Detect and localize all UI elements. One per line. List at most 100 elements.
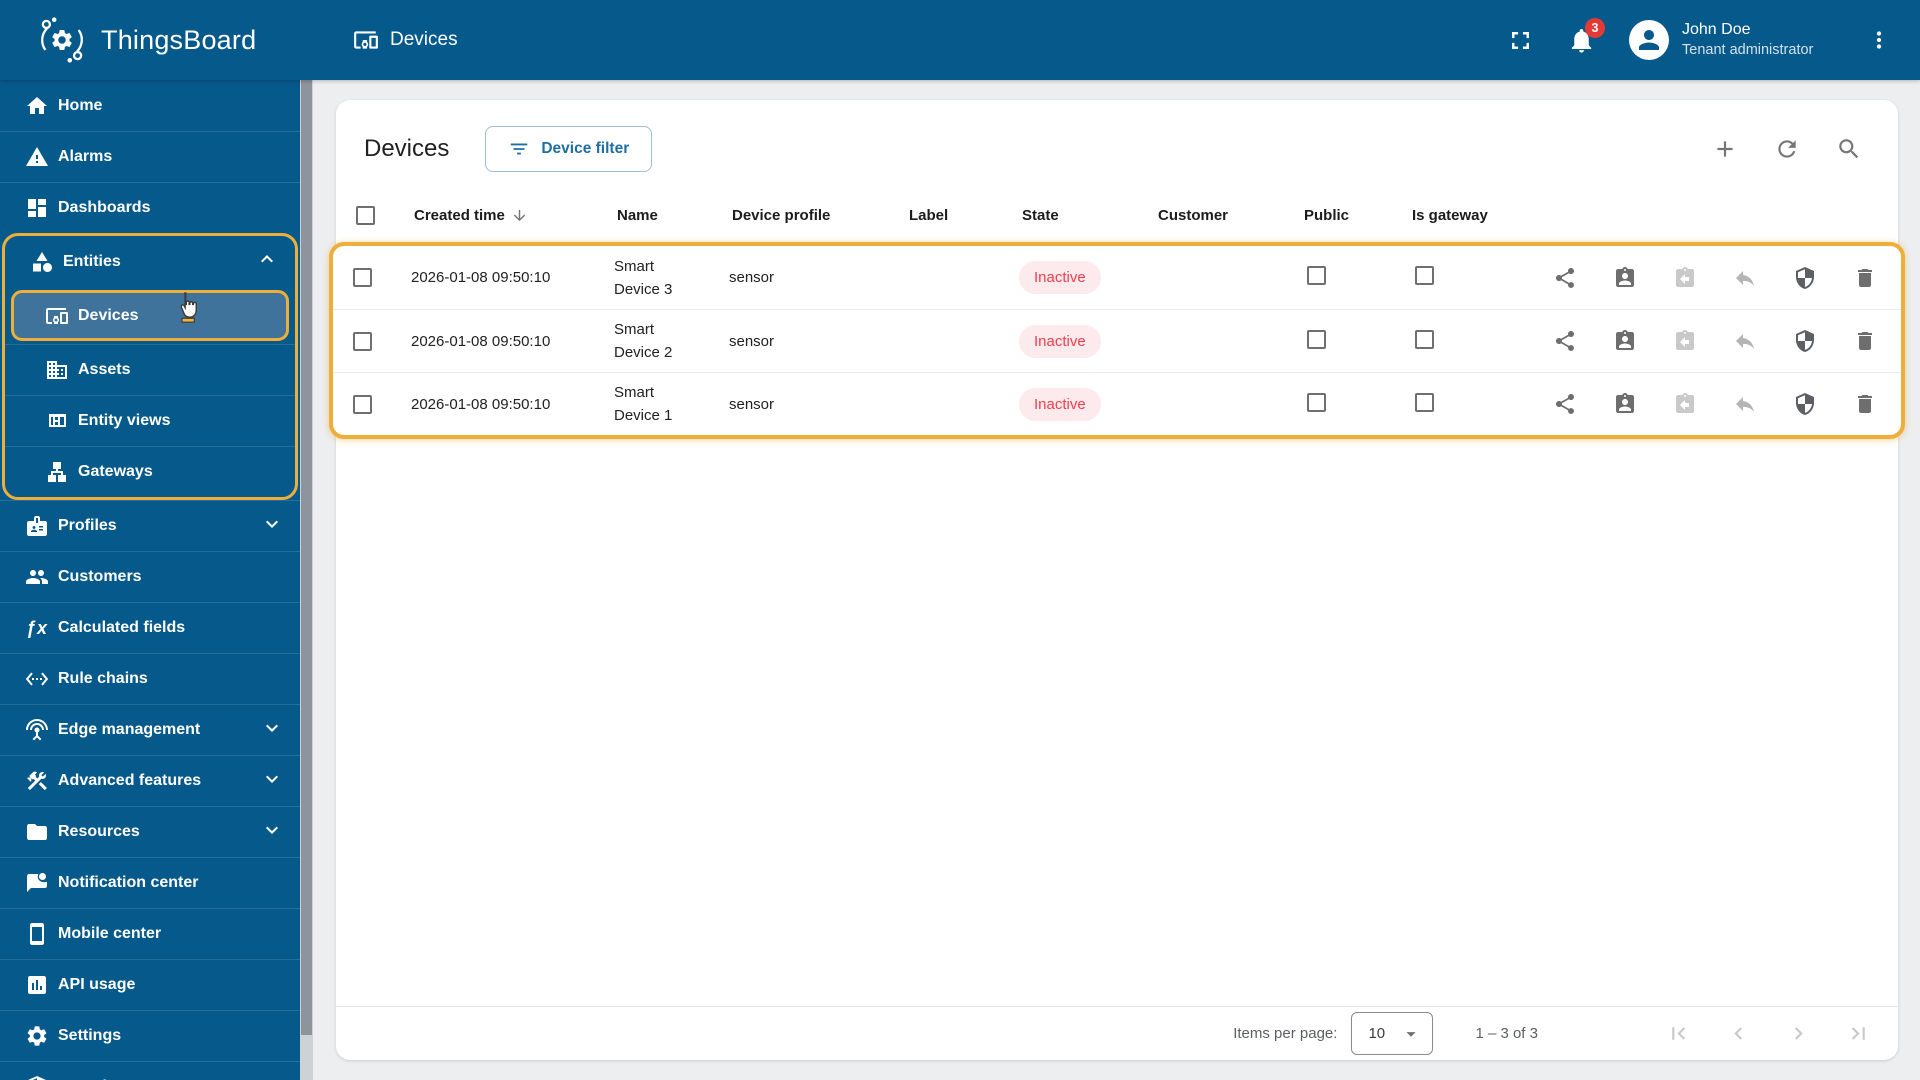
assign-customer-button[interactable] (1613, 329, 1637, 353)
column-header-created-time[interactable]: Created time (414, 207, 617, 224)
chevron-down-icon[interactable] (260, 818, 284, 847)
more-menu-button[interactable] (1866, 27, 1892, 53)
table-row[interactable]: 2026-01-08 09:50:10 Smart Device 1 senso… (333, 372, 1901, 435)
items-per-page-select[interactable]: 10 (1351, 1012, 1434, 1055)
chevron-down-icon[interactable] (260, 767, 284, 796)
avatar[interactable] (1629, 20, 1669, 60)
column-header-device-profile[interactable]: Device profile (732, 206, 831, 224)
column-header-name[interactable]: Name (617, 206, 658, 224)
security-button[interactable] (1793, 392, 1817, 416)
app-logo[interactable]: ThingsBoard (0, 14, 312, 66)
is-gateway-checkbox[interactable] (1415, 392, 1434, 412)
public-checkbox[interactable] (1307, 266, 1326, 285)
security-button[interactable] (1793, 329, 1817, 353)
sidebar-item-mobile-center[interactable]: Mobile center (0, 908, 300, 959)
assignment-return-button[interactable] (1673, 392, 1697, 416)
column-header-is-gateway[interactable]: Is gateway (1412, 206, 1488, 224)
assignment-return-button[interactable] (1673, 266, 1697, 290)
unassign-button[interactable] (1733, 266, 1757, 290)
is-gateway-checkbox[interactable] (1415, 329, 1434, 349)
sidebar-item-entity-views[interactable]: Entity views (5, 395, 295, 446)
refresh-button[interactable] (1774, 136, 1800, 162)
previous-page-button[interactable] (1726, 1021, 1751, 1046)
chevron-down-icon[interactable] (260, 1073, 284, 1080)
chevron-down-icon[interactable] (260, 512, 284, 541)
entities-group-highlight: Entities Devices Assets Entity views Gat… (2, 233, 298, 500)
first-page-button[interactable] (1666, 1021, 1691, 1046)
sidebar-item-home[interactable]: Home (0, 80, 300, 131)
table-row[interactable]: 2026-01-08 09:50:10 Smart Device 2 senso… (333, 309, 1901, 372)
row-checkbox[interactable] (353, 268, 372, 287)
sidebar-item-api-usage[interactable]: API usage (0, 959, 300, 1010)
sidebar-item-dashboards[interactable]: Dashboards (0, 182, 300, 233)
home-icon (25, 94, 49, 118)
rows-highlight-outline: 2026-01-08 09:50:10 Smart Device 3 senso… (329, 242, 1905, 439)
is-gateway-checkbox[interactable] (1415, 266, 1434, 285)
reply-icon (1736, 334, 1754, 349)
sidebar-item-customers[interactable]: Customers (0, 551, 300, 602)
select-all-checkbox[interactable] (356, 205, 375, 225)
column-header-state[interactable]: State (1022, 206, 1059, 224)
cell-name: Smart Device 2 (614, 321, 673, 361)
device-filter-button[interactable]: Device filter (485, 126, 653, 172)
sidebar-scrollbar-thumb[interactable] (301, 80, 312, 1035)
sidebar-scrollbar[interactable] (300, 80, 313, 1080)
sidebar-item-calculated-fields[interactable]: ƒx Calculated fields (0, 602, 300, 653)
sidebar-item-settings[interactable]: Settings (0, 1010, 300, 1061)
row-checkbox[interactable] (353, 331, 372, 351)
delete-button[interactable] (1853, 392, 1877, 416)
gear-icon (25, 1024, 49, 1048)
sidebar-item-devices[interactable]: Devices (14, 293, 286, 338)
sidebar-item-entities[interactable]: Entities (5, 236, 295, 287)
breadcrumb[interactable]: Devices (353, 27, 458, 53)
column-header-public[interactable]: Public (1304, 206, 1350, 224)
notifications-button[interactable]: 3 (1567, 17, 1605, 55)
sidebar-item-profiles[interactable]: Profiles (0, 500, 300, 551)
chevron-down-icon[interactable] (260, 716, 284, 745)
search-button[interactable] (1836, 136, 1862, 162)
unassign-button[interactable] (1733, 392, 1757, 416)
next-page-button[interactable] (1786, 1021, 1811, 1046)
fullscreen-button[interactable] (1506, 26, 1535, 55)
column-header-label[interactable]: Label (909, 206, 949, 224)
add-device-button[interactable] (1712, 136, 1738, 162)
public-checkbox[interactable] (1307, 392, 1326, 412)
column-header-customer[interactable]: Customer (1158, 206, 1229, 224)
security-button[interactable] (1793, 266, 1817, 290)
assignment-return-icon (1676, 393, 1694, 413)
table-row[interactable]: 2026-01-08 09:50:10 Smart Device 3 senso… (333, 246, 1901, 309)
sidebar-item-alarms[interactable]: Alarms (0, 131, 300, 182)
last-page-button[interactable] (1846, 1021, 1871, 1046)
dashboard-icon (25, 196, 49, 220)
sidebar-item-resources[interactable]: Resources (0, 806, 300, 857)
sidebar-item-label: Profiles (58, 517, 117, 534)
sidebar-item-assets[interactable]: Assets (5, 344, 295, 395)
chevron-up-icon[interactable] (255, 247, 279, 276)
sidebar-item-security[interactable]: Security (0, 1061, 300, 1080)
chat-unread-icon (25, 871, 49, 895)
assign-customer-button[interactable] (1613, 266, 1637, 290)
share-button[interactable] (1553, 266, 1577, 290)
public-checkbox[interactable] (1307, 329, 1326, 349)
sidebar-item-advanced-features[interactable]: Advanced features (0, 755, 300, 806)
assignment-return-button[interactable] (1673, 329, 1697, 353)
sidebar-item-notification-center[interactable]: Notification center (0, 857, 300, 908)
sidebar-item-label: Entities (63, 252, 121, 270)
refresh-icon (1778, 140, 1796, 158)
sidebar-item-label: Settings (58, 1027, 122, 1044)
user-info[interactable]: John Doe Tenant administrator (1682, 19, 1852, 60)
share-button[interactable] (1553, 392, 1577, 416)
share-button[interactable] (1553, 329, 1577, 353)
sidebar-item-gateways[interactable]: Gateways (5, 446, 295, 497)
category-icon (30, 250, 54, 274)
unassign-button[interactable] (1733, 329, 1757, 353)
assign-customer-button[interactable] (1613, 392, 1637, 416)
security-shield-icon (1796, 266, 1814, 289)
page-range-label: 1 – 3 of 3 (1475, 1025, 1538, 1042)
sidebar-item-label: Assets (78, 361, 131, 378)
delete-button[interactable] (1853, 266, 1877, 290)
delete-button[interactable] (1853, 329, 1877, 353)
sidebar-item-edge-management[interactable]: Edge management (0, 704, 300, 755)
sidebar-item-rule-chains[interactable]: Rule chains (0, 653, 300, 704)
row-checkbox[interactable] (353, 394, 372, 414)
